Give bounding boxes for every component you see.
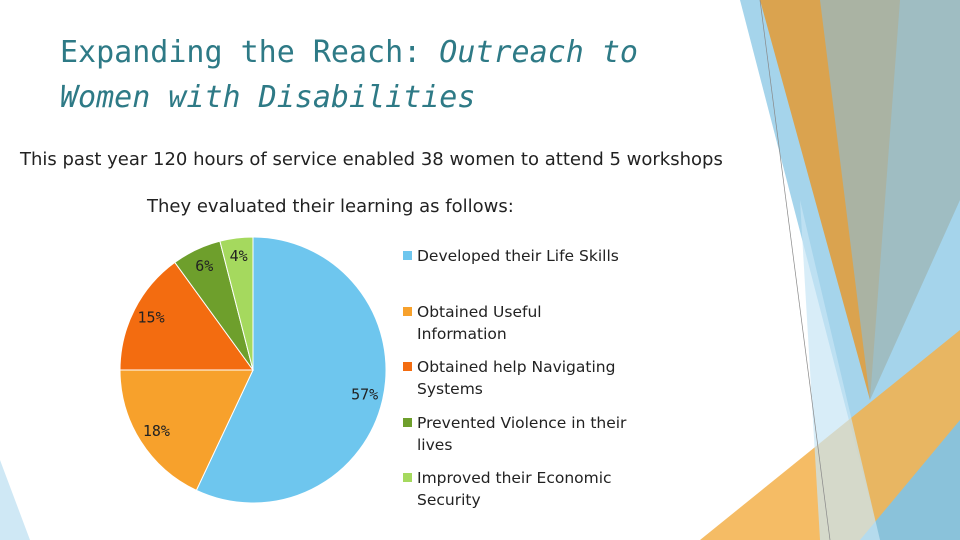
legend-label: Developed their Life Skills [417,247,619,265]
legend-item: Obtained Useful Information [403,301,557,345]
pie-slice [195,236,387,504]
legend-label: Prevented Violence in their lives [417,413,627,454]
legend-label: Obtained help Navigating Systems [417,358,616,399]
chart-title: They evaluated their learning as follows… [147,196,514,217]
legend-swatch [403,251,412,260]
legend-item: Prevented Violence in their lives [403,412,632,456]
pie-slice [119,261,254,371]
legend-swatch [403,417,412,427]
data-label: 57% [351,385,378,403]
legend-label: Improved their Economic Security [417,469,612,510]
slide-text: This past year 120 hours of service enab… [20,149,723,170]
legend-item: Improved their Economic Security [403,467,632,511]
legend-item: Developed their Life Skills [403,245,632,267]
slide-title: Expanding the Reach: Outreach to Women w… [60,30,660,120]
title-italic: Outreach to Women with Disabilities [60,35,638,115]
data-label: 15% [138,309,165,327]
pie-slice [219,236,254,371]
legend-label: Obtained Useful Information [417,302,542,343]
data-label: 4% [230,247,248,265]
title-plain: Expanding the Reach: [60,35,422,70]
legend-swatch [403,362,412,372]
pie-slice [119,369,254,492]
legend-swatch [403,306,412,316]
data-label: 18% [143,422,170,440]
legend-swatch [403,473,412,483]
data-label: 6% [195,257,213,275]
legend-item: Obtained help Navigating Systems [403,356,627,400]
